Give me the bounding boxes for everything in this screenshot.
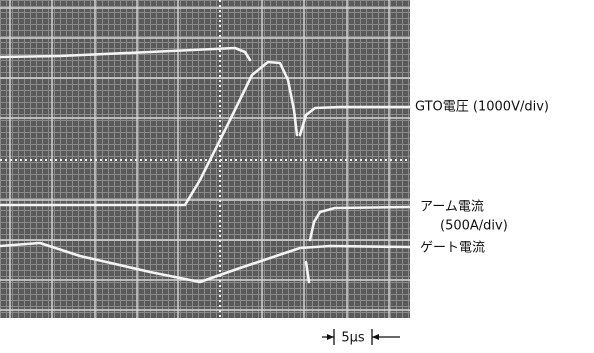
time-scale-label: 5μs bbox=[341, 331, 365, 346]
scope-screen bbox=[0, 0, 410, 318]
scope-figure: GTO電圧 (1000V/div) アーム電流 (500A/div) ゲート電流… bbox=[0, 0, 594, 353]
gto-voltage-label: GTO電圧 (1000V/div) bbox=[415, 100, 549, 115]
arm-current-scale: (500A/div) bbox=[440, 219, 508, 234]
page: GTO電圧 (1000V/div) アーム電流 (500A/div) ゲート電流… bbox=[0, 0, 594, 353]
arm-current-label: アーム電流 bbox=[420, 200, 484, 215]
gate-current-label: ゲート電流 bbox=[420, 241, 485, 256]
